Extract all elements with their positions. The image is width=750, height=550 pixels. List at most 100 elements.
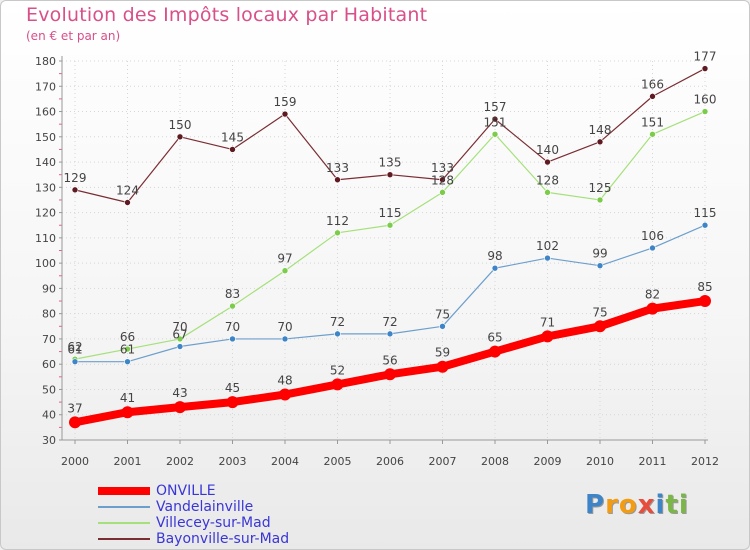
x-tick-label: 2000 [61, 455, 89, 468]
logo-letter: i [678, 490, 689, 520]
y-tick-label: 30 [42, 434, 56, 447]
data-point [596, 262, 604, 269]
data-point [124, 345, 131, 353]
data-label: 41 [120, 391, 135, 405]
data-label: 45 [225, 381, 240, 395]
data-label: 82 [645, 288, 660, 302]
data-point [226, 396, 239, 409]
data-point [649, 93, 656, 100]
y-tick-label: 70 [42, 333, 56, 346]
data-label: 150 [169, 118, 192, 132]
data-label: 145 [221, 130, 244, 144]
logo-letter: r [605, 490, 619, 520]
data-label: 99 [592, 247, 607, 261]
legend-swatch [98, 506, 150, 508]
data-point [176, 335, 184, 343]
y-tick-label: 90 [42, 282, 56, 295]
data-point [334, 176, 341, 184]
legend-swatch [98, 538, 150, 540]
data-point [386, 330, 394, 338]
proxiti-logo: Proxiti [585, 490, 689, 520]
data-label: 115 [379, 206, 402, 220]
legend-swatch [98, 522, 150, 524]
data-point [174, 401, 186, 414]
data-label: 67 [172, 328, 187, 342]
logo-letter: x [637, 490, 656, 520]
x-tick-label: 2009 [534, 455, 562, 468]
data-label: 85 [697, 280, 712, 294]
y-tick-label: 130 [35, 181, 56, 194]
y-tick-label: 160 [35, 106, 56, 119]
data-label: 61 [67, 343, 82, 357]
data-point [331, 378, 344, 391]
data-label: 148 [589, 123, 612, 137]
y-tick-label: 80 [42, 308, 56, 321]
x-tick-label: 2002 [166, 455, 194, 468]
data-point [649, 244, 656, 252]
y-tick-label: 150 [35, 131, 56, 144]
data-label: 151 [484, 115, 507, 129]
chart-legend: ONVILLE Vandelainville Villecey-sur-Mad Bay… [98, 483, 289, 547]
data-label: 71 [540, 315, 555, 329]
data-label: 133 [326, 161, 349, 175]
data-label: 75 [592, 305, 607, 319]
data-point [71, 186, 79, 194]
legend-label: Vandelainville [156, 499, 254, 515]
data-point [384, 368, 396, 381]
data-label: 66 [120, 330, 135, 344]
data-point [71, 358, 79, 365]
x-tick-label: 2001 [114, 455, 142, 468]
data-point [489, 345, 501, 358]
data-point [436, 360, 449, 373]
data-point [439, 322, 446, 330]
y-tick-label: 120 [35, 207, 56, 220]
data-point [229, 302, 236, 310]
data-label: 160 [694, 93, 717, 107]
data-point [701, 108, 709, 115]
y-tick-label: 140 [35, 156, 56, 169]
data-point [334, 330, 341, 338]
data-label: 102 [536, 239, 559, 253]
data-point [649, 130, 656, 138]
chart-subtitle: (en € et par an) [26, 29, 121, 43]
data-label: 128 [536, 173, 559, 187]
data-point [646, 302, 659, 315]
data-point [124, 199, 131, 206]
data-point [594, 320, 606, 333]
data-label: 72 [382, 315, 397, 329]
data-point [701, 65, 709, 72]
y-tick-label: 180 [35, 55, 56, 68]
data-label: 97 [277, 252, 292, 266]
data-label: 125 [589, 181, 612, 195]
data-point [386, 171, 394, 178]
legend-item: Bayonville-sur-Mad [98, 531, 289, 547]
x-tick-label: 2004 [271, 455, 299, 468]
legend-label: Villecey-sur-Mad [156, 515, 271, 531]
data-label: 112 [326, 214, 349, 228]
legend-item: Villecey-sur-Mad [98, 515, 289, 531]
data-label: 75 [435, 307, 450, 321]
x-tick-label: 2006 [376, 455, 404, 468]
data-label: 133 [431, 161, 454, 175]
data-point [281, 110, 289, 118]
data-point [491, 115, 499, 123]
data-point [541, 330, 554, 343]
data-point [281, 267, 289, 275]
legend-label: Bayonville-sur-Mad [156, 531, 290, 547]
data-label: 56 [382, 353, 397, 367]
x-tick-label: 2005 [324, 455, 352, 468]
y-tick-label: 60 [42, 358, 56, 371]
y-tick-label: 170 [35, 80, 56, 93]
data-point [544, 158, 551, 166]
data-label: 70 [225, 320, 240, 334]
x-tick-label: 2007 [429, 455, 457, 468]
x-tick-label: 2012 [691, 455, 719, 468]
logo-letter: P [585, 490, 606, 520]
data-label: 83 [225, 287, 240, 301]
legend-item: Vandelainville [98, 499, 289, 515]
data-point [596, 196, 604, 204]
data-label: 61 [120, 343, 135, 357]
data-point [544, 189, 551, 196]
y-tick-label: 50 [42, 383, 56, 396]
